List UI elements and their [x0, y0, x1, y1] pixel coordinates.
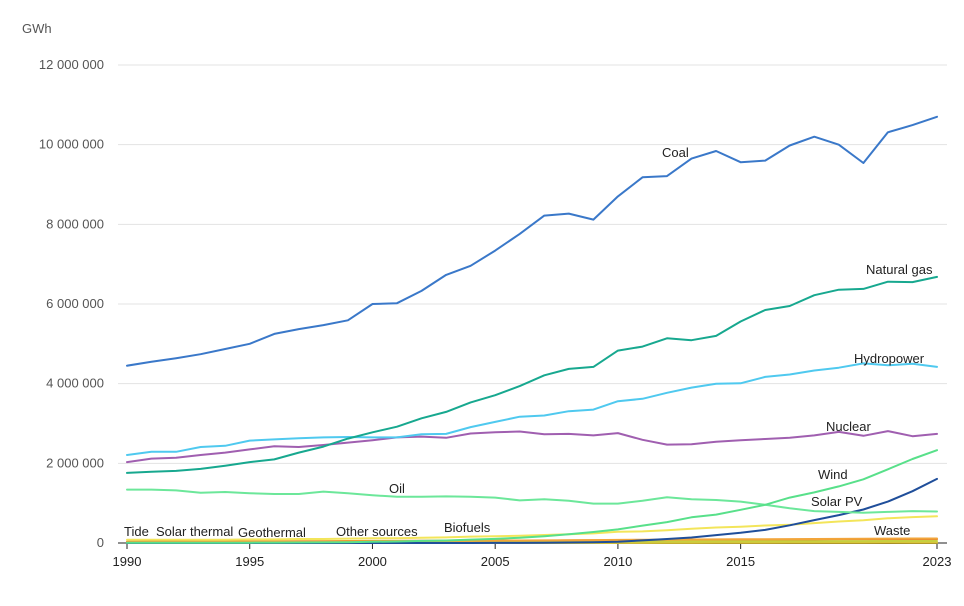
x-tick-label: 2023 — [923, 554, 952, 569]
series-line-oil — [126, 488, 938, 514]
series-line-wind — [126, 449, 938, 544]
x-tick-label: 2005 — [481, 554, 510, 569]
x-tick-label: 1995 — [235, 554, 264, 569]
y-tick-label: 8 000 000 — [46, 216, 104, 231]
series-label-coal: Coal — [662, 145, 689, 160]
y-tick-label: 6 000 000 — [46, 296, 104, 311]
y-tick-label: 12 000 000 — [39, 57, 104, 72]
series-label-hydropower: Hydropower — [854, 351, 925, 366]
series-line-biofuels — [126, 515, 938, 541]
series-labels: Coal Natural gas Hydropower Nuclear Wind Oil S… — [124, 145, 933, 540]
y-tick-label: 4 000 000 — [46, 376, 104, 391]
series-label-wind: Wind — [818, 467, 848, 482]
y-tick-label: 2 000 000 — [46, 455, 104, 470]
series-label-geothermal: Geothermal — [238, 525, 306, 540]
x-tick-label: 2000 — [358, 554, 387, 569]
y-tick-label: 10 000 000 — [39, 137, 104, 152]
x-axis: 1990 1995 2000 2005 2010 2015 2023 — [113, 543, 952, 569]
series-line-natural-gas — [126, 275, 938, 474]
x-tick-label: 2010 — [603, 554, 632, 569]
series-line-hydropower — [126, 362, 938, 456]
series-label-solar-pv: Solar PV — [811, 494, 863, 509]
series-label-solar-thermal: Solar thermal — [156, 524, 233, 539]
x-tick-label: 2015 — [726, 554, 755, 569]
series-line-waste — [126, 537, 938, 544]
series-label-waste: Waste — [874, 523, 910, 538]
series-lines — [126, 115, 938, 544]
series-line-nuclear — [126, 430, 938, 464]
series-label-biofuels: Biofuels — [444, 520, 491, 535]
x-tick-label: 1990 — [113, 554, 142, 569]
y-tick-label: 0 — [97, 535, 104, 550]
series-label-natural-gas: Natural gas — [866, 262, 933, 277]
series-label-other-sources: Other sources — [336, 524, 418, 539]
y-axis-unit-label: GWh — [22, 21, 52, 36]
y-axis-tick-labels: 0 2 000 000 4 000 000 6 000 000 8 000 000 10 … — [39, 57, 104, 550]
series-label-tide: Tide — [124, 524, 149, 539]
series-label-oil: Oil — [389, 481, 405, 496]
series-label-nuclear: Nuclear — [826, 419, 871, 434]
series-line-coal — [126, 115, 938, 367]
